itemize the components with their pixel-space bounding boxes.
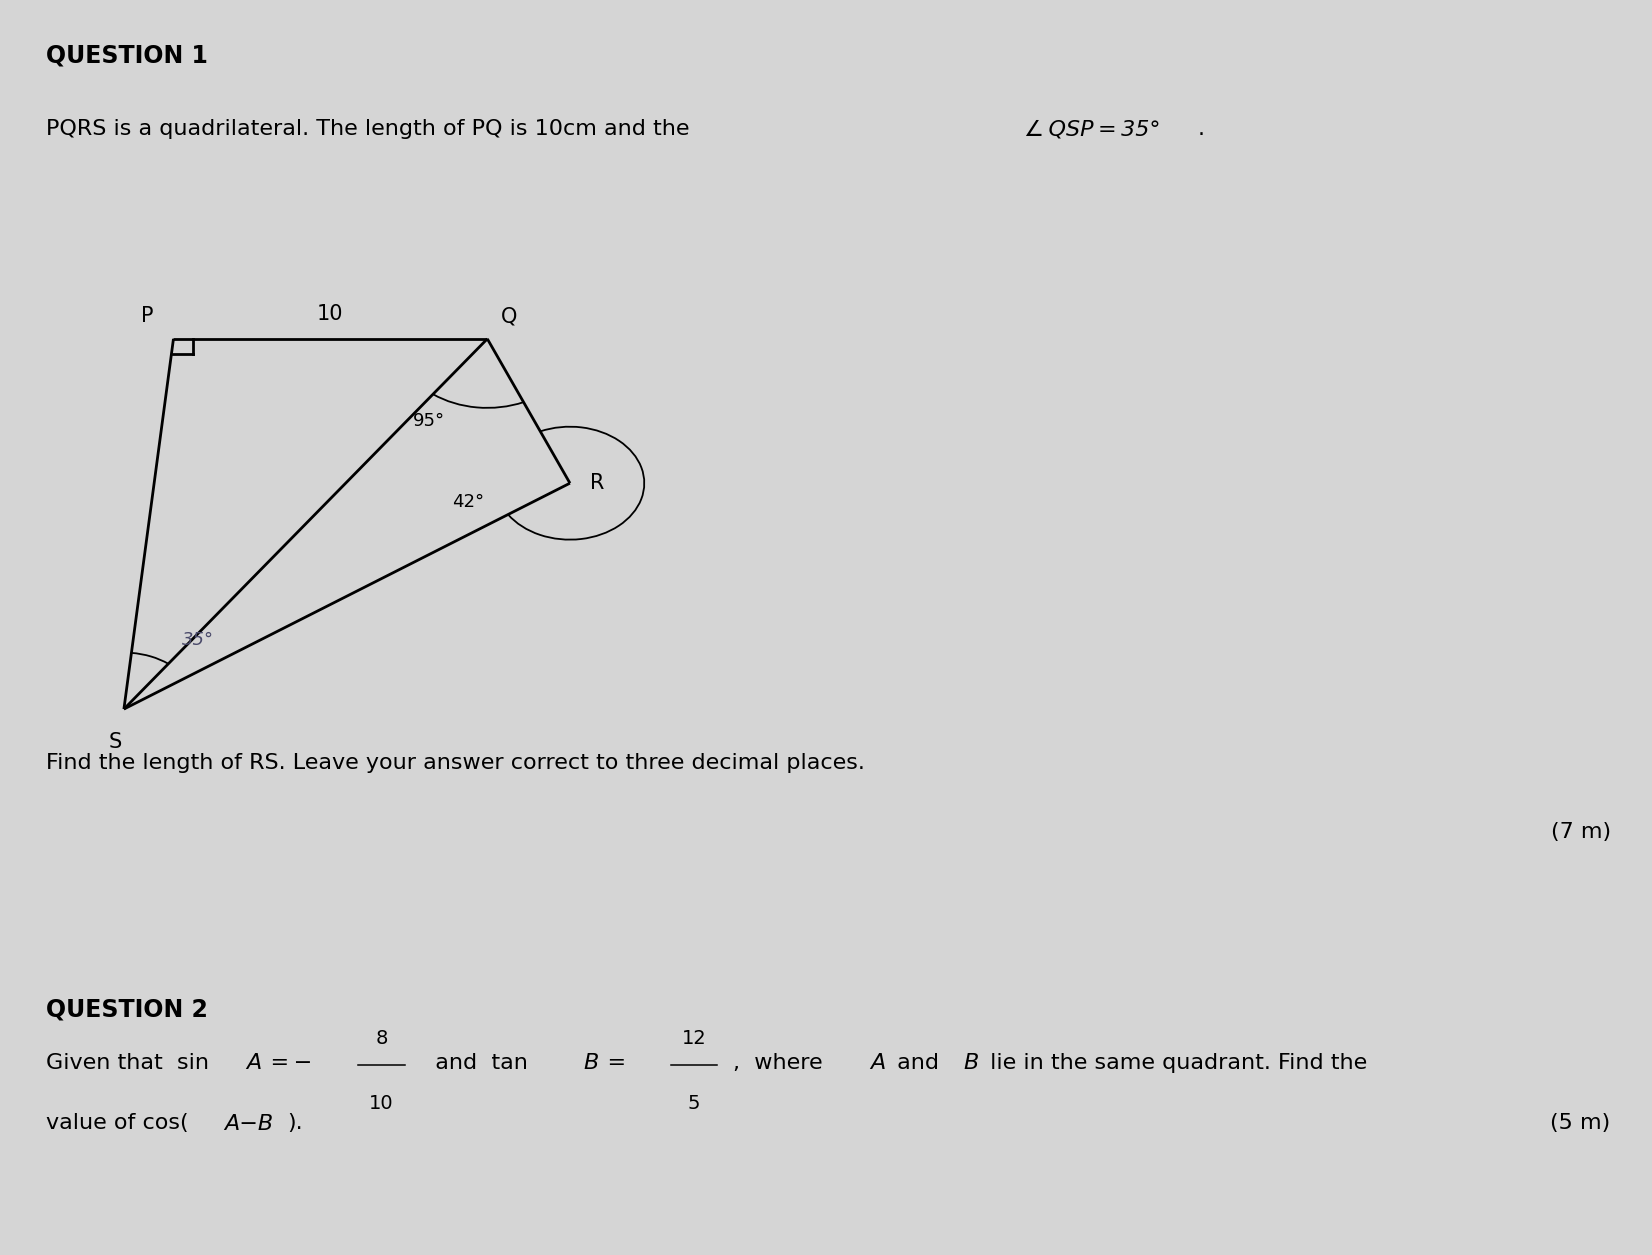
Text: S: S — [109, 732, 122, 752]
Text: 95°: 95° — [413, 412, 444, 429]
Text: lie in the same quadrant. Find the: lie in the same quadrant. Find the — [983, 1053, 1368, 1073]
Text: A: A — [246, 1053, 261, 1073]
Text: R: R — [590, 473, 605, 493]
Text: PQRS is a quadrilateral. The length of PQ is 10cm and the: PQRS is a quadrilateral. The length of P… — [46, 119, 697, 139]
Text: QUESTION 2: QUESTION 2 — [46, 998, 208, 1022]
Text: QUESTION 1: QUESTION 1 — [46, 44, 208, 68]
Text: and: and — [890, 1053, 947, 1073]
Text: .: . — [1198, 119, 1204, 139]
Text: B: B — [963, 1053, 978, 1073]
Text: and  tan: and tan — [421, 1053, 532, 1073]
Text: Q: Q — [501, 306, 517, 326]
Text: = −: = − — [266, 1053, 312, 1073]
Text: Given that  sin: Given that sin — [46, 1053, 213, 1073]
Text: ).: ). — [287, 1113, 302, 1133]
Text: 10: 10 — [317, 304, 344, 324]
Text: 12: 12 — [682, 1029, 705, 1048]
Text: A: A — [871, 1053, 885, 1073]
Text: 10: 10 — [370, 1094, 393, 1113]
Text: B: B — [583, 1053, 598, 1073]
Text: P: P — [140, 306, 154, 326]
Text: 8: 8 — [375, 1029, 388, 1048]
Text: A−B: A−B — [225, 1113, 274, 1133]
Text: Find the length of RS. Leave your answer correct to three decimal places.: Find the length of RS. Leave your answer… — [46, 753, 866, 773]
Text: ,  where: , where — [733, 1053, 828, 1073]
Text: 5: 5 — [687, 1094, 700, 1113]
Text: =: = — [603, 1053, 631, 1073]
Text: 35°: 35° — [182, 631, 213, 649]
Text: (7 m): (7 m) — [1551, 822, 1611, 842]
Text: value of cos(: value of cos( — [46, 1113, 188, 1133]
Text: ∠ QSP = 35°: ∠ QSP = 35° — [1024, 119, 1161, 139]
Text: 42°: 42° — [453, 493, 484, 511]
Text: (5 m): (5 m) — [1551, 1113, 1611, 1133]
